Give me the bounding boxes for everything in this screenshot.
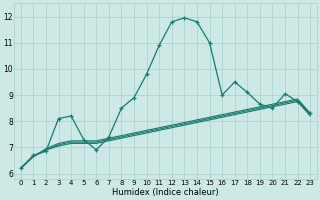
X-axis label: Humidex (Indice chaleur): Humidex (Indice chaleur) bbox=[112, 188, 219, 197]
